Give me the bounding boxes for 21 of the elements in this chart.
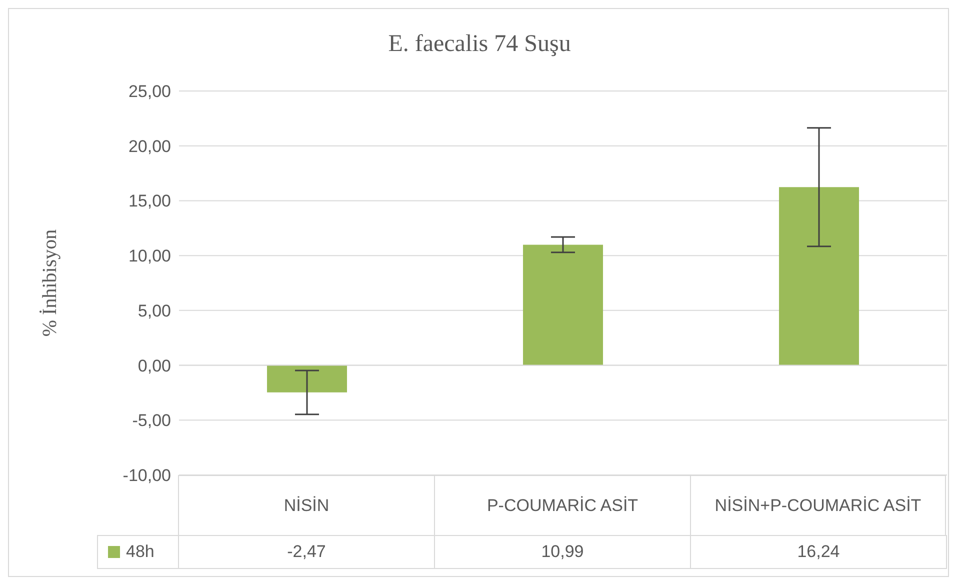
bar — [267, 365, 347, 392]
data-label: -2,47 — [179, 536, 435, 568]
y-tick-label: 20,00 — [128, 136, 171, 156]
y-tick-label: 10,00 — [128, 246, 171, 266]
y-tick-label: 0,00 — [138, 356, 171, 376]
data-label: 10,99 — [435, 536, 691, 568]
y-tick-label: 25,00 — [128, 82, 171, 102]
x-tick-label: NİSİN+P-COUMARİC ASİT — [690, 476, 946, 536]
x-tick-label: P-COUMARİC ASİT — [434, 476, 690, 536]
table-frame: NİSİN P-COUMARİC ASİT NİSİN+P-COUMARİC ASİT — [178, 475, 946, 536]
data-label: 16,24 — [691, 536, 947, 568]
x-tick-label: NİSİN — [178, 476, 434, 536]
chart-title: E. faecalis 74 Suşu — [387, 31, 572, 58]
y-axis-title: % İnhibisyon — [39, 229, 62, 337]
y-tick-label: 5,00 — [138, 301, 171, 320]
y-tick-label: -5,00 — [132, 411, 171, 430]
bar — [779, 187, 859, 366]
bar — [523, 244, 603, 366]
y-tick-label: -10,00 — [122, 466, 171, 486]
y-tick-label: 15,00 — [128, 192, 171, 211]
legend-label: 48h — [98, 536, 179, 568]
